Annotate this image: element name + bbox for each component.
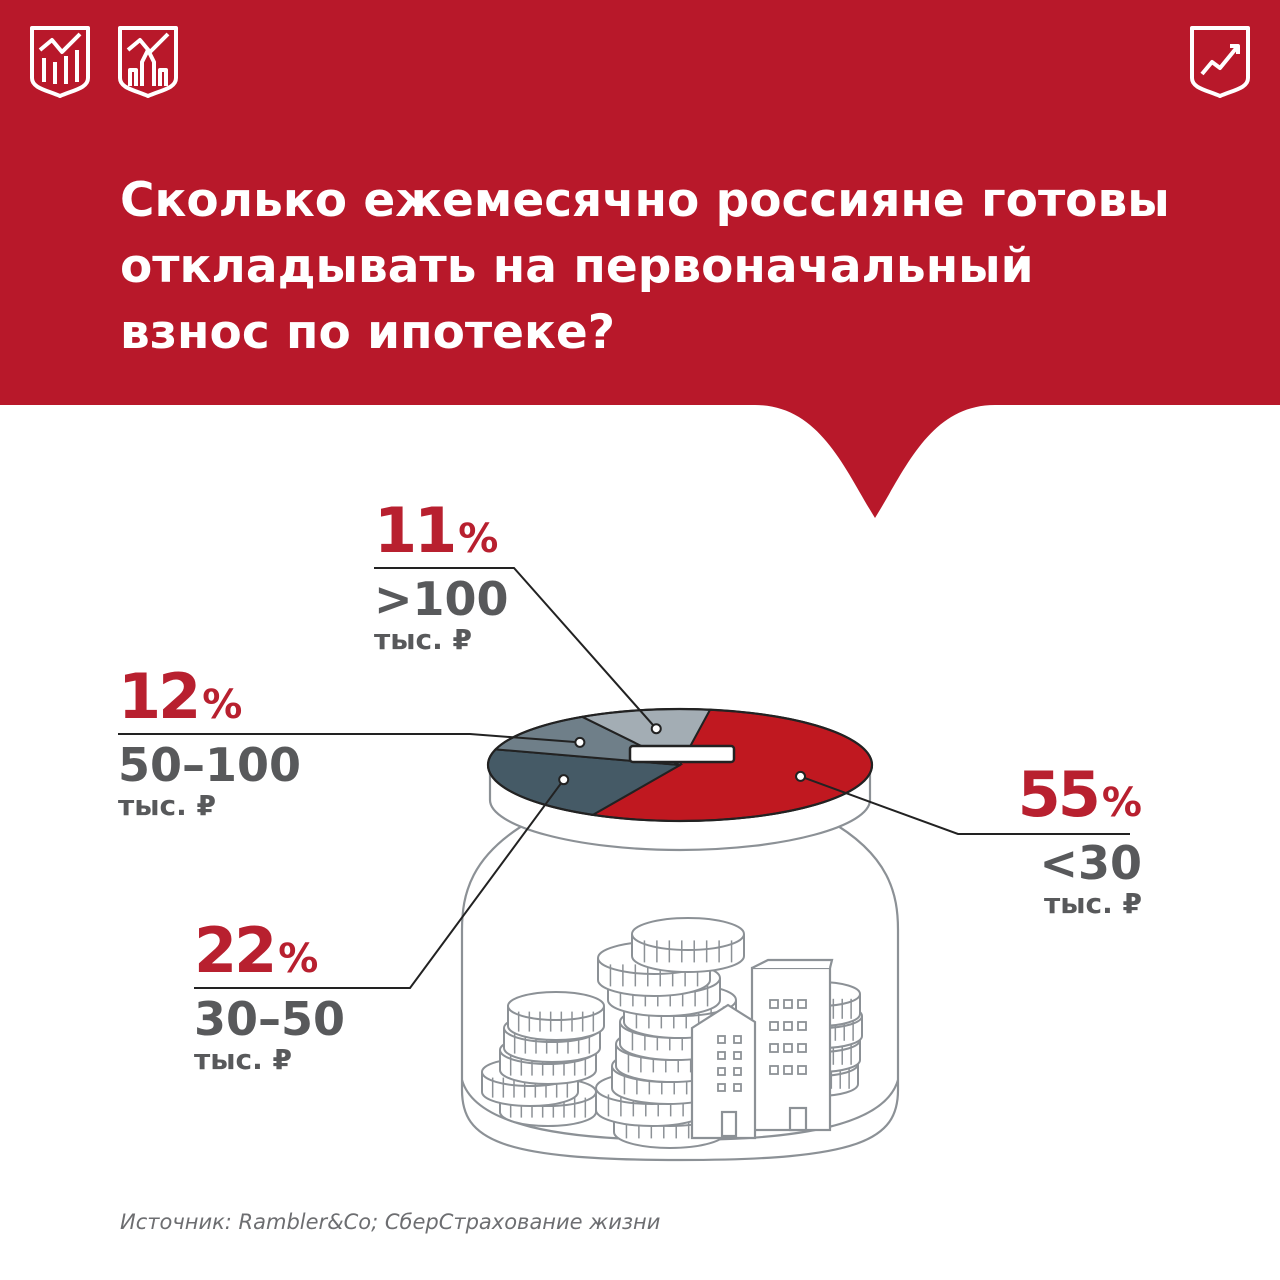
pie-rim [486, 707, 874, 823]
header-band [0, 0, 1280, 518]
city-chart-emblem-icon [118, 26, 178, 98]
title-line: Сколько ежемесячно россияне готовы [120, 173, 1170, 228]
title-line: откладывать на первоначальный [120, 239, 1034, 294]
pct-symbol: % [202, 682, 243, 728]
pct-value: 22 [194, 914, 277, 987]
leader-gt100 [374, 567, 658, 730]
unit-label-30-50: тыс. ₽ [194, 1043, 293, 1076]
pct-label-gt100: 11% [374, 496, 509, 574]
window [783, 1021, 793, 1031]
pct-symbol: % [278, 936, 319, 982]
pct-value: 11 [374, 494, 457, 567]
window [733, 1083, 742, 1092]
window [717, 1083, 726, 1092]
window [733, 1035, 742, 1044]
leader-50-100 [118, 733, 580, 744]
label-lt30: 55% <30 тыс. ₽ [1018, 760, 1142, 920]
source-note: Источник: Rambler&Co; СберСтрахование жи… [120, 1210, 661, 1234]
label-30-50: 22% 30–50 тыс. ₽ [194, 916, 345, 1076]
leader-dot [650, 723, 662, 735]
leader-dot [795, 770, 807, 782]
range-label-gt100: >100 [374, 572, 509, 626]
range-label-30-50: 30–50 [194, 992, 346, 1046]
page-title: Сколько ежемесячно россияне готовы откла… [120, 168, 1220, 366]
window [733, 1067, 742, 1076]
window [733, 1051, 742, 1060]
growth-chart-emblem-icon [1190, 26, 1250, 98]
pct-value: 55 [1017, 758, 1101, 831]
leader-lines [118, 567, 1130, 989]
report-chart-emblem-icon [30, 26, 90, 98]
range-label-50-100: 50–100 [118, 738, 302, 792]
window [717, 1035, 726, 1044]
pct-symbol: % [458, 516, 499, 562]
pct-label-lt30: 55% [1018, 760, 1142, 838]
window [717, 1067, 726, 1076]
window [717, 1051, 726, 1060]
pct-symbol: % [1101, 780, 1142, 826]
leader-dot [558, 774, 570, 786]
window [769, 1021, 779, 1031]
unit-label-50-100: тыс. ₽ [118, 789, 217, 822]
label-gt100: 11% >100 тыс. ₽ [374, 496, 509, 656]
window [783, 1065, 793, 1075]
title-line: взнос по ипотеке? [120, 305, 616, 360]
window [797, 999, 807, 1009]
pct-label-30-50: 22% [194, 916, 345, 994]
coin [631, 917, 745, 973]
unit-label-gt100: тыс. ₽ [374, 623, 473, 656]
leader-lt30 [800, 775, 1130, 835]
coin-slot [628, 744, 736, 764]
unit-label-lt30: тыс. ₽ [1043, 887, 1142, 920]
window [769, 1043, 779, 1053]
pie-chart [486, 707, 874, 823]
window [783, 1043, 793, 1053]
leader-dot [574, 736, 586, 748]
building-windows [717, 999, 807, 1092]
leader-30-50 [194, 779, 565, 989]
window [783, 999, 793, 1009]
pct-value: 12 [118, 660, 201, 733]
range-label-lt30: <30 [1039, 836, 1142, 890]
label-50-100: 12% 50–100 тыс. ₽ [118, 662, 301, 822]
buildings-illustration [690, 958, 834, 1140]
coin [507, 991, 605, 1041]
window [797, 1065, 807, 1075]
pct-label-50-100: 12% [118, 662, 301, 740]
window [769, 1065, 779, 1075]
window [797, 1021, 807, 1031]
window [769, 999, 779, 1009]
window [797, 1043, 807, 1053]
